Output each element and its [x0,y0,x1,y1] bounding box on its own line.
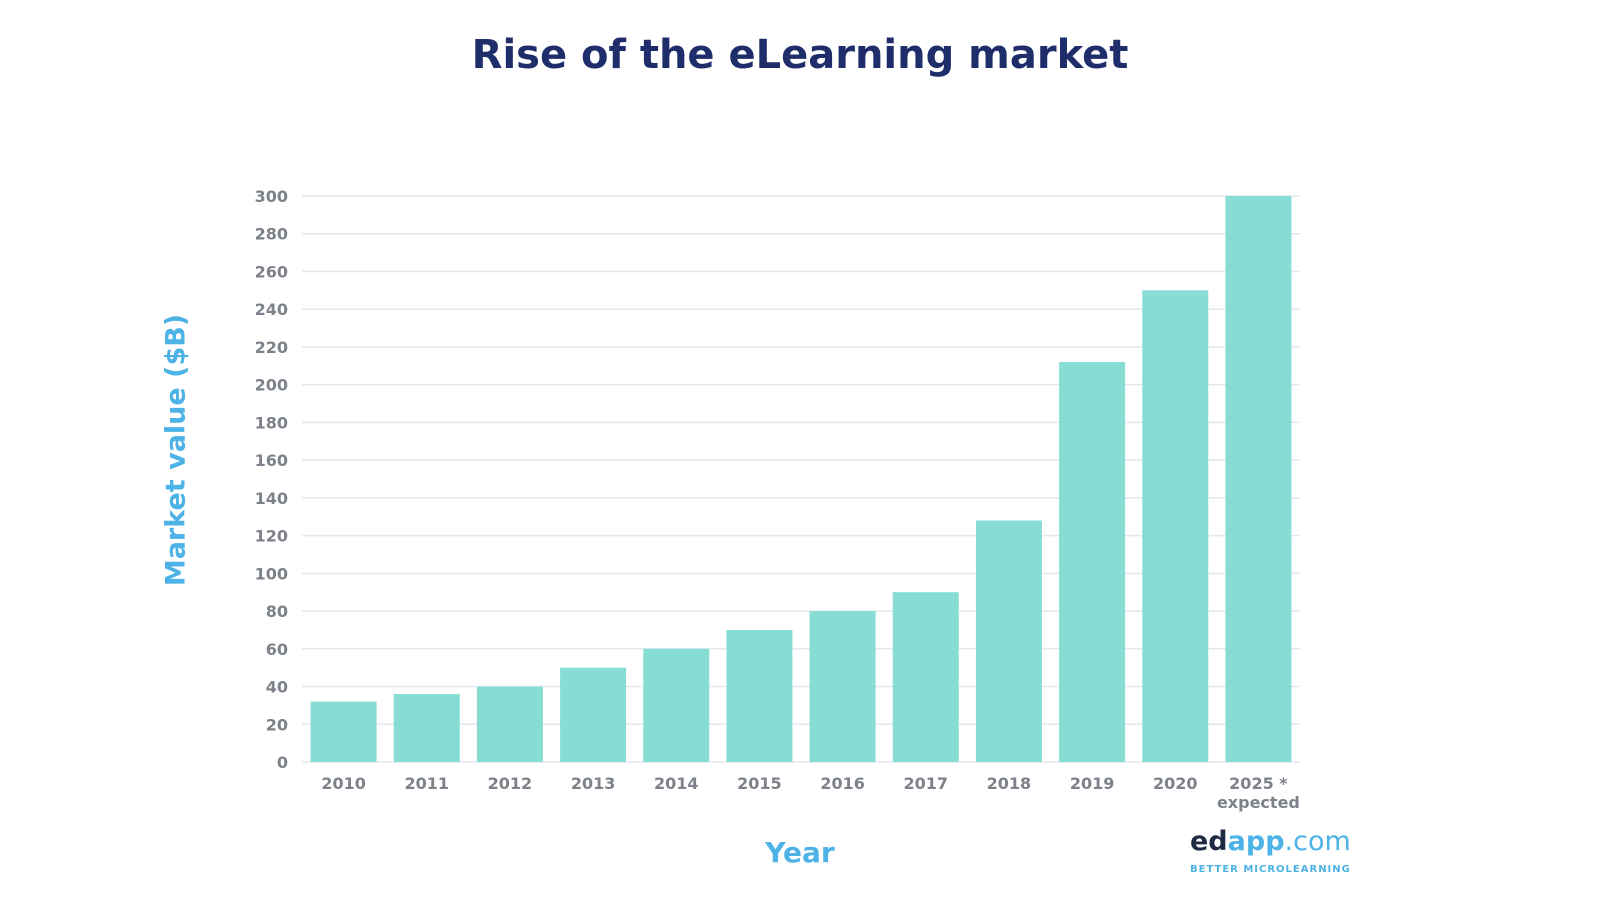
x-tick-label: 2016 [820,774,865,793]
bar-2019 [1059,362,1126,762]
logo-tagline: BETTER MICROLEARNING [1190,864,1351,875]
bar-2018 [975,520,1042,762]
y-tick-label: 240 [255,300,288,319]
y-tick-label: 0 [277,753,288,772]
bar-2020 [1142,290,1209,762]
bar-2016 [809,611,876,762]
x-tick-label: 2010 [321,774,366,793]
x-tick-label: 2025 * [1229,774,1288,793]
x-tick-label: 2012 [488,774,533,793]
y-tick-label: 20 [266,715,288,734]
bar-2012 [476,686,543,762]
y-tick-label: 80 [266,602,288,621]
logo-ed: ed [1190,826,1228,857]
x-tick-label: 2011 [404,774,449,793]
bar-2010 [310,701,377,762]
x-tick-label: 2018 [987,774,1032,793]
bar-2014 [643,648,710,762]
y-tick-label: 300 [255,187,288,206]
y-tick-label: 40 [266,678,288,697]
x-axis-label: Year [765,836,835,869]
edapp-logo: edapp.com [1190,826,1351,857]
y-tick-label: 140 [255,489,288,508]
y-tick-label: 60 [266,640,288,659]
x-tick-label: 2015 [737,774,782,793]
logo-app: app [1227,826,1285,857]
bar-2015 [726,629,793,762]
y-tick-label: 260 [255,262,288,281]
x-tick-label: 2014 [654,774,699,793]
y-tick-label: 100 [255,564,288,583]
y-tick-label: 280 [255,225,288,244]
bar-2011 [393,694,460,762]
x-tick-label: 2013 [571,774,616,793]
x-tick-label: 2020 [1153,774,1198,793]
y-tick-label: 200 [255,376,288,395]
y-tick-label: 220 [255,338,288,357]
y-tick-label: 160 [255,451,288,470]
y-tick-label: 120 [255,527,288,546]
logo-com: .com [1284,826,1351,857]
chart-title: Rise of the eLearning market [471,32,1129,78]
x-tick-label: 2019 [1070,774,1115,793]
bar-2017 [892,592,959,762]
bar-2013 [560,667,627,762]
x-tick-label: 2017 [903,774,948,793]
y-tick-label: 180 [255,413,288,432]
bar-2025 [1225,196,1292,762]
x-tick-note: expected [1217,793,1300,812]
